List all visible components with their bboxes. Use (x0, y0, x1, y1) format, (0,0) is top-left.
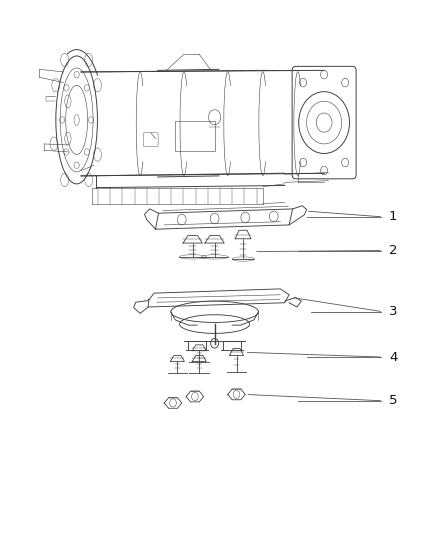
Text: 1: 1 (389, 211, 397, 223)
Text: 5: 5 (389, 394, 397, 407)
Text: 4: 4 (389, 351, 397, 364)
Text: 3: 3 (389, 305, 397, 318)
Text: 2: 2 (389, 244, 397, 257)
